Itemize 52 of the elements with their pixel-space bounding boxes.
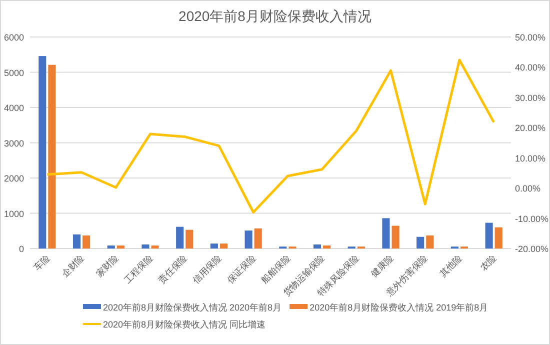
y-tick-label: 1000	[4, 208, 24, 219]
y2-tick-label: 30.00%	[515, 92, 546, 103]
y-tick-label: 4000	[4, 103, 24, 113]
legend-label: 2020年前8月财险保费收入情况 2020年前8月	[103, 302, 282, 312]
y2-tick-label: 0.00%	[515, 184, 541, 194]
bar	[485, 222, 493, 248]
y-tick-label: 2000	[4, 174, 24, 184]
bar	[72, 234, 81, 248]
bar	[107, 246, 115, 248]
bar	[38, 56, 46, 248]
bar	[382, 218, 390, 248]
bar	[82, 235, 90, 248]
x-tick-label: 农险	[478, 252, 498, 273]
bar	[142, 244, 150, 248]
bar	[254, 228, 262, 248]
y-tick-label: 5000	[4, 68, 24, 78]
x-tick-label: 家财险	[94, 252, 120, 280]
bar	[416, 236, 424, 248]
bar	[220, 244, 228, 248]
bar	[186, 230, 194, 248]
x-tick-label: 责任保险	[156, 252, 190, 286]
y2-tick-label: 10.00%	[515, 153, 546, 164]
bar	[426, 235, 434, 248]
x-tick-label: 工程保险	[122, 252, 155, 286]
y2-tick-label: -10.00%	[515, 214, 549, 224]
x-tick-label: 信用保险	[190, 252, 224, 286]
x-tick-label: 其他险	[438, 252, 464, 280]
y-tick-label: 0	[18, 244, 24, 254]
y-tick-label: 6000	[4, 32, 24, 42]
y2-tick-label: 20.00%	[515, 123, 546, 134]
x-tick-label: 企财险	[60, 252, 86, 280]
bar	[116, 246, 124, 248]
x-tick-label: 保证保险	[225, 252, 258, 286]
chart-title: 2020年前8月财险保费收入情况	[178, 8, 372, 24]
line-series	[46, 58, 496, 214]
y2-tick-label: 40.00%	[515, 62, 546, 73]
bar	[151, 246, 159, 248]
bar	[48, 64, 56, 248]
bar	[313, 244, 322, 248]
y2-tick-label: 50.00%	[515, 32, 546, 42]
bar	[176, 226, 184, 248]
bar	[323, 246, 331, 248]
legend-label: 2020年前8月财险保费收入情况 2019年前8月	[310, 302, 488, 312]
x-tick-label: 车险	[32, 252, 52, 273]
bar	[392, 226, 400, 248]
bar	[244, 230, 252, 248]
bar	[494, 227, 502, 248]
y-tick-label: 3000	[4, 138, 24, 148]
y2-tick-label: -20.00%	[515, 244, 549, 254]
x-tick-label: 健康险	[369, 252, 396, 280]
legend-label: 2020年前8月财险保费收入情况 同比增速	[103, 320, 266, 330]
bar	[210, 244, 218, 248]
